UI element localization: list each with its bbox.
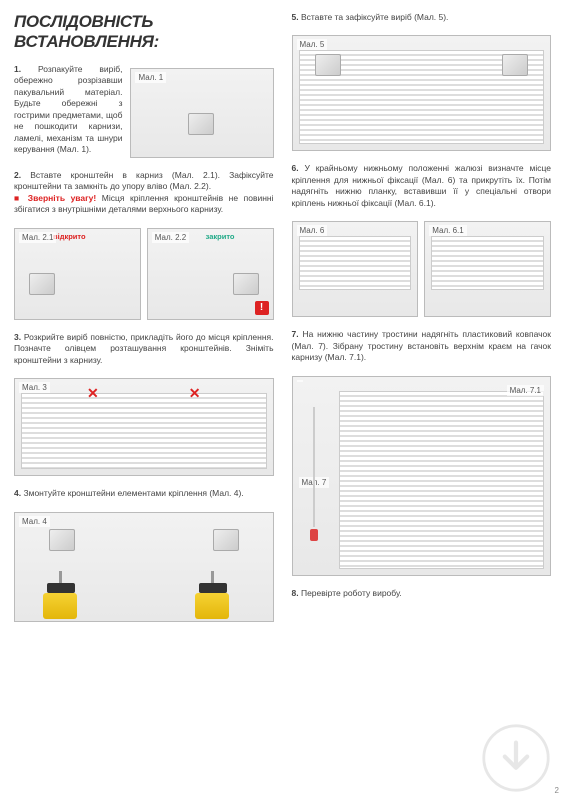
step-2-text: 2. Вставте кронштейн в карниз (Мал. 2.1)… [14, 170, 274, 216]
right-column: 5. Вставте та зафіксуйте виріб (Мал. 5).… [292, 12, 552, 626]
step-7-num: 7. [292, 329, 299, 339]
warning-icon: ■ Зверніть увагу! [14, 193, 96, 203]
main-title: ПОСЛІДОВНІСТЬ ВСТАНОВЛЕННЯ: [14, 12, 274, 52]
step-3-num: 3. [14, 332, 21, 342]
figure-4 [14, 512, 274, 622]
page-number: 2 [555, 786, 559, 795]
step-1-text: 1. Розпакуйте виріб, обережно розрізавши… [14, 64, 122, 156]
figure-3: ✕ ✕ [14, 378, 274, 476]
step-3-text: 3. Розкрийте виріб повністю, прикладіть … [14, 332, 274, 366]
step-2-num: 2. [14, 170, 21, 180]
figure-5 [292, 35, 552, 151]
alert-icon: ! [255, 301, 269, 315]
figure-2-2: закрито ! [147, 228, 274, 320]
drill-icon [195, 581, 245, 619]
cap-icon [310, 529, 318, 541]
step-8-text: 8. Перевірте роботу виробу. [292, 588, 552, 599]
step-5-num: 5. [292, 12, 299, 22]
figure-2-1: відкрито [14, 228, 141, 320]
figure-6-1 [424, 221, 551, 317]
step-7-text: 7. На нижню частину тростини надягніть п… [292, 329, 552, 363]
step-1: 1. Розпакуйте виріб, обережно розрізавши… [14, 64, 274, 162]
step-4-text: 4. Змонтуйте кронштейни елементами кріпл… [14, 488, 274, 499]
watermark-icon [481, 723, 551, 793]
step-6-num: 6. [292, 163, 299, 173]
figure-7: Мал. 7 Мал. 7.1 [292, 376, 552, 576]
cross-icon: ✕ [87, 385, 99, 402]
label-open: відкрито [53, 232, 86, 241]
step-5-text: 5. Вставте та зафіксуйте виріб (Мал. 5). [292, 12, 552, 23]
figure-7-1-label: Мал. 7.1 [507, 385, 544, 396]
step-4-num: 4. [14, 488, 21, 498]
step-8-num: 8. [292, 588, 299, 598]
left-column: ПОСЛІДОВНІСТЬ ВСТАНОВЛЕННЯ: 1. Розпакуйт… [14, 12, 274, 626]
step-2-figures: відкрито закрито ! [14, 224, 274, 324]
step-1-num: 1. [14, 64, 21, 74]
drill-icon [43, 581, 93, 619]
step-6-figures [292, 217, 552, 321]
figure-1 [130, 68, 273, 158]
figure-6 [292, 221, 419, 317]
cross-icon: ✕ [189, 385, 201, 402]
step-6-text: 6. У крайньому нижньому положенні жалюзі… [292, 163, 552, 209]
label-closed: закрито [206, 232, 235, 241]
